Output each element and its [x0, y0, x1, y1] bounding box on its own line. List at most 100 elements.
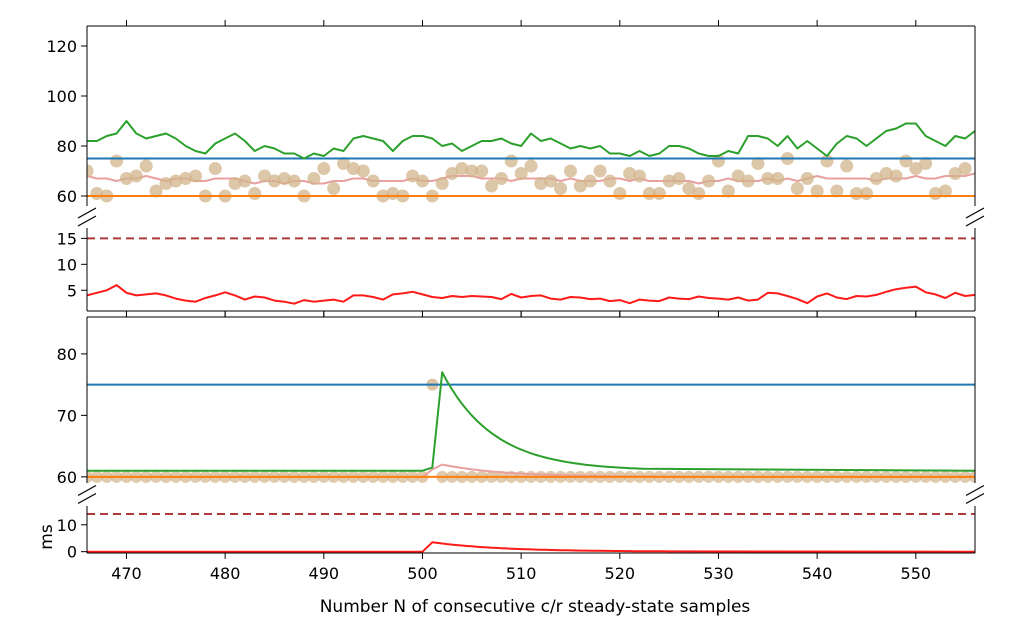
break-mark-top-right-1 [965, 215, 985, 227]
top-scatter-point-34 [415, 174, 429, 188]
top-scatter-point-88 [948, 167, 962, 180]
top-scatter-point-47 [544, 174, 558, 188]
x-tick-label-6: 530 [703, 564, 734, 583]
top-scatter-point-87 [938, 184, 952, 198]
top-scatter-point-63 [702, 174, 716, 188]
bottom-red-series [87, 541, 975, 553]
top-scatter-point-48 [554, 182, 568, 195]
top-scatter-point-17 [248, 187, 262, 200]
top-scatter-point-66 [731, 169, 745, 183]
top-scatter-point-42 [494, 172, 508, 185]
top-scatter-point-85 [919, 157, 933, 170]
break-mark-top-left-1 [77, 215, 97, 227]
top-scatter-point-9 [169, 174, 183, 188]
top-scatter-point-37 [445, 167, 459, 180]
panel-bg-bot_lower [87, 506, 975, 553]
top-scatter-point-38 [455, 162, 469, 175]
top-scatter-point-7 [149, 184, 163, 198]
top-scatter-point-62 [692, 187, 706, 200]
bottom-green-series [87, 371, 975, 472]
top-scatter-point-20 [277, 172, 291, 185]
top-scatter-point-0 [87, 164, 94, 178]
top-scatter-point-51 [583, 174, 597, 188]
top-scatter-point-59 [662, 174, 676, 188]
top-scatter-point-77 [840, 159, 854, 173]
top-scatter-point-36 [435, 177, 449, 190]
top-scatter-point-52 [593, 164, 607, 178]
top-scatter-point-28 [356, 164, 370, 178]
y-tick-label-bot_lower-1: 10 [57, 516, 77, 535]
top-scatter-point-82 [889, 169, 903, 183]
y-tick-label-top_upper-2: 100 [46, 87, 77, 106]
break-mark-top-left-0 [77, 207, 97, 219]
top-scatter-point-33 [406, 169, 420, 183]
break-mark-bottom-right-0 [965, 484, 985, 497]
y-tick-label-top_upper-1: 80 [57, 137, 77, 156]
top-scatter-point-16 [238, 174, 252, 188]
x-axis-label: Number N of consecutive c/r steady-state… [320, 597, 751, 617]
top-scatter-point-26 [337, 157, 351, 170]
panel-bg-top_lower [87, 228, 975, 311]
top-scatter-point-40 [475, 164, 489, 178]
break-mark-bottom-right-1 [965, 492, 985, 505]
top-scatter-point-39 [465, 164, 479, 178]
top-scatter-point-41 [485, 179, 499, 193]
top-red-series [87, 284, 975, 305]
break-mark-bottom-left-1 [77, 492, 97, 505]
top-scatter-point-24 [317, 162, 331, 175]
top-scatter-point-74 [810, 184, 824, 198]
top-scatter-point-49 [563, 164, 577, 178]
top-scatter-point-11 [189, 169, 203, 183]
top-scatter-point-18 [258, 169, 272, 183]
x-tick-label-4: 510 [506, 564, 537, 583]
y-tick-label-top_upper-3: 120 [46, 37, 77, 56]
top-scatter-point-84 [909, 162, 923, 175]
x-tick-label-7: 540 [802, 564, 833, 583]
top-scatter-point-5 [129, 169, 143, 183]
top-scatter-point-6 [139, 159, 153, 173]
x-tick-label-3: 500 [407, 564, 438, 583]
top-scatter-point-46 [534, 177, 548, 190]
top-scatter-point-3 [110, 154, 124, 168]
y-tick-label-bot_lower-0: 0 [67, 543, 77, 562]
top-scatter-point-65 [721, 184, 735, 198]
y-tick-label-top_upper-0: 60 [57, 187, 77, 206]
break-mark-top-right-0 [965, 207, 985, 219]
top-scatter-point-50 [573, 179, 587, 193]
top-scatter-point-58 [652, 187, 666, 200]
y-tick-label-bot_upper-0: 60 [57, 468, 77, 487]
top-scatter-point-44 [514, 167, 528, 180]
top-green-series [87, 120, 975, 160]
y-tick-label-top_lower-2: 15 [57, 229, 77, 248]
top-scatter-point-15 [228, 177, 242, 190]
x-tick-label-5: 520 [605, 564, 636, 583]
top-scatter-point-68 [751, 157, 765, 170]
top-scatter-point-21 [287, 174, 301, 188]
top-scatter-point-73 [800, 172, 814, 185]
top-scatter-point-4 [119, 172, 133, 185]
top-scatter-point-25 [327, 182, 341, 195]
panel-frames [77, 25, 985, 554]
top-scatter-point-8 [159, 177, 173, 190]
y-tick-label-top_lower-0: 5 [67, 281, 77, 300]
top-scatter-point-23 [307, 172, 321, 185]
series-layer [87, 120, 975, 553]
top-scatter-point-54 [613, 187, 627, 200]
top-scatter-point-69 [761, 172, 775, 185]
top-scatter-point-80 [869, 172, 883, 185]
y-axis-label: ms [37, 524, 57, 550]
x-tick-label-0: 470 [111, 564, 142, 583]
top-scatter-point-13 [208, 162, 222, 175]
x-tick-label-8: 550 [901, 564, 932, 583]
top-scatter-point-10 [179, 172, 193, 185]
y-tick-label-top_lower-1: 10 [57, 255, 77, 274]
top-scatter-point-79 [859, 187, 873, 200]
top-scatter-point-61 [682, 182, 696, 195]
y-tick-label-bot_upper-1: 70 [57, 406, 77, 425]
top-scatter-point-56 [633, 169, 647, 183]
top-scatter-point-19 [267, 174, 281, 188]
break-mark-bottom-left-0 [77, 484, 97, 497]
top-scatter-point-76 [830, 184, 844, 198]
